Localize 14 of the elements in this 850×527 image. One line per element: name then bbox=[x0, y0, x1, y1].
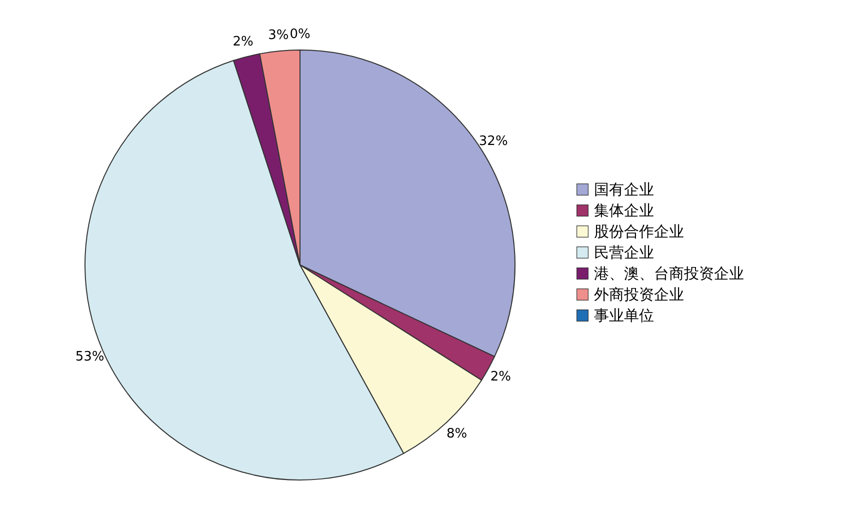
legend-label: 事业单位 bbox=[594, 306, 654, 324]
data-label: 2% bbox=[232, 34, 254, 50]
legend-label: 股份合作企业 bbox=[594, 222, 684, 240]
text: 0% bbox=[290, 27, 310, 42]
legend-label: 外商投资企业 bbox=[594, 286, 684, 304]
data-label: 3% bbox=[268, 28, 289, 44]
data-label: 2% bbox=[490, 369, 511, 384]
data-label: 8% bbox=[446, 426, 468, 442]
data-label: 53% bbox=[75, 350, 104, 365]
legend-label: 集体企业 bbox=[594, 202, 654, 220]
legend-label: 国有企业 bbox=[594, 180, 654, 198]
legend-label: 民营企业 bbox=[594, 244, 654, 262]
legend-label: 港、澳、台商投资企业 bbox=[594, 264, 744, 282]
data-label: 32% bbox=[478, 134, 508, 150]
